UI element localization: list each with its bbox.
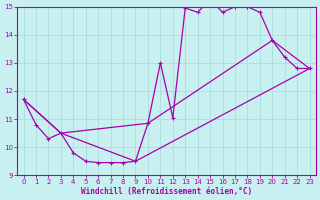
- X-axis label: Windchill (Refroidissement éolien,°C): Windchill (Refroidissement éolien,°C): [81, 187, 252, 196]
